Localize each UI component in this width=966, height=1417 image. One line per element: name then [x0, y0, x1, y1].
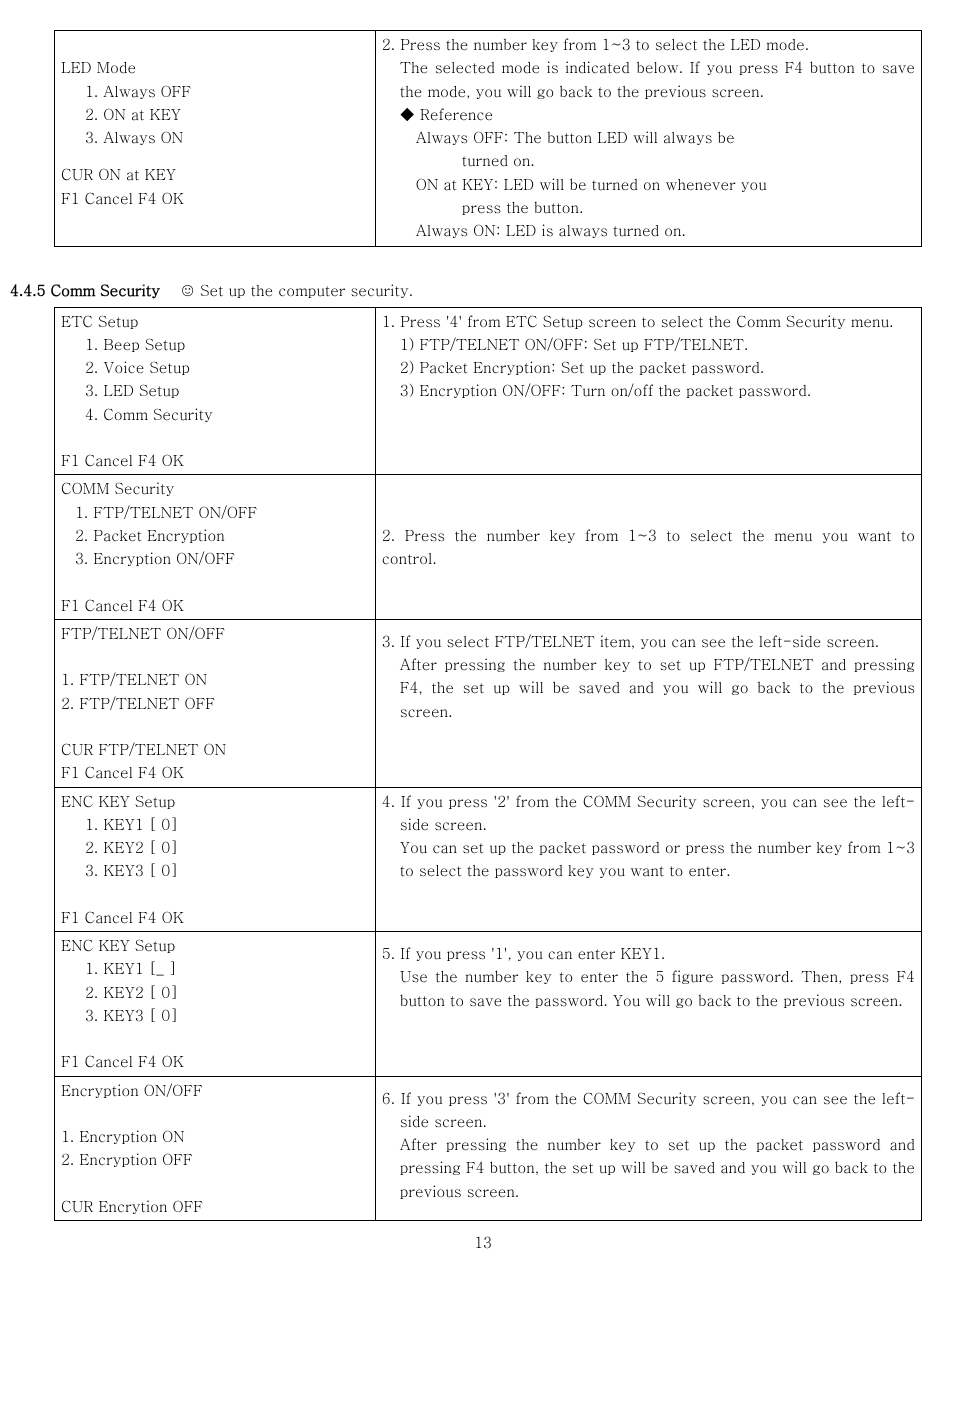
comm-item-3: 3. Encryption ON/OFF: [61, 547, 235, 570]
row-right-2: 3. If you select FTP/TELNET item, you ca…: [375, 619, 921, 787]
encryption-item-2: 2. Encryption OFF: [61, 1149, 193, 1170]
etc-item-1: 1. Beep Setup: [61, 334, 185, 355]
comm-item-2: 2. Packet Encryption: [61, 524, 225, 547]
enc-title-2: ENC KEY Setup: [61, 934, 369, 957]
reference-2a: ON at KEY: LED will be turned on wheneve…: [382, 173, 915, 196]
led-mode-left: LED Mode 1. Always OFF 2. ON at KEY 3. A…: [55, 31, 376, 247]
ftp-item-2: 2. FTP/TELNET OFF: [61, 693, 215, 714]
step-1-line1: 1. Press '4' from ETC Setup screen to se…: [382, 311, 894, 332]
row-left-4: ENC KEY Setup 1. KEY1 [_ ] 2. KEY2 [ 0] …: [55, 932, 376, 1077]
step-1-sub2: 2) Packet Encryption: Set up the packet …: [382, 356, 915, 379]
enc2-item-3: 3. KEY3 [ 0]: [61, 1005, 178, 1026]
led-mode-right: 2. Press the number key from 1~3 to sele…: [375, 31, 921, 247]
reference-2b: press the button.: [382, 196, 915, 219]
step-1-sub3: 3) Encryption ON/OFF: Turn on/off the pa…: [382, 379, 915, 402]
comm-sec-title: COMM Security: [61, 477, 369, 500]
encryption-cur: CUR Encrytion OFF: [61, 1196, 203, 1217]
reference-3: Always ON: LED is always turned on.: [382, 219, 915, 242]
ftp-title: FTP/TELNET ON/OFF: [61, 622, 369, 645]
screen-title: LED Mode: [61, 56, 369, 79]
row-left-2: FTP/TELNET ON/OFF 1. FTP/TELNET ON 2. FT…: [55, 619, 376, 787]
enc2-item-2: 2. KEY2 [ 0]: [61, 982, 178, 1003]
section-desc: Set up the computer security.: [195, 280, 413, 301]
enc1-footer: F1 Cancel F4 OK: [61, 906, 369, 929]
row-right-4: 5. If you press '1', you can enter KEY1.…: [375, 932, 921, 1077]
encryption-title: Encryption ON/OFF: [61, 1079, 369, 1102]
step-5-line1: 5. If you press '1', you can enter KEY1.: [382, 943, 666, 964]
step-2-text: 2. Press the number key from 1~3 to sele…: [382, 525, 915, 569]
etc-setup-title: ETC Setup: [61, 310, 369, 333]
etc-footer: F1 Cancel F4 OK: [61, 449, 369, 472]
row-right-1: 2. Press the number key from 1~3 to sele…: [375, 475, 921, 620]
row-right-3: 4. If you press '2' from the COMM Securi…: [375, 787, 921, 932]
step-4-line2: You can set up the packet password or pr…: [382, 836, 915, 883]
led-mode-item-1: 1. Always OFF: [61, 81, 191, 102]
encryption-item-1: 1. Encryption ON: [61, 1126, 185, 1147]
row-left-3: ENC KEY Setup 1. KEY1 [ 0] 2. KEY2 [ 0] …: [55, 787, 376, 932]
etc-item-2: 2. Voice Setup: [61, 357, 190, 378]
row-left-0: ETC Setup 1. Beep Setup 2. Voice Setup 3…: [55, 307, 376, 475]
comm-footer: F1 Cancel F4 OK: [61, 594, 369, 617]
led-mode-cur: CUR ON at KEY: [61, 163, 369, 186]
row-right-5: 6. If you press '3' from the COMM Securi…: [375, 1076, 921, 1221]
ftp-item-1: 1. FTP/TELNET ON: [61, 669, 207, 690]
step-1-sub1: 1) FTP/TELNET ON/OFF: Set up FTP/TELNET.: [382, 333, 915, 356]
step-6-line2: After pressing the number key to set up …: [382, 1133, 915, 1203]
section-title: Comm Security: [51, 280, 161, 301]
step-6-line1: 6. If you press '3' from the COMM Securi…: [382, 1087, 915, 1134]
step-3-line1: 3. If you select FTP/TELNET item, you ca…: [382, 630, 915, 653]
enc-title-1: ENC KEY Setup: [61, 790, 369, 813]
row-left-5: Encryption ON/OFF 1. Encryption ON 2. En…: [55, 1076, 376, 1221]
section-heading: 4.4.5 Comm Security ☺ Set up the compute…: [10, 279, 922, 302]
led-mode-footer: F1 Cancel F4 OK: [61, 187, 369, 210]
enc1-item-2: 2. KEY2 [ 0]: [61, 837, 178, 858]
step-4-line1: 4. If you press '2' from the COMM Securi…: [382, 790, 915, 837]
etc-item-3: 3. LED Setup: [61, 380, 180, 401]
section-number: 4.4.5: [10, 280, 46, 301]
step-5-line2: Use the number key to enter the 5 figure…: [382, 965, 915, 1012]
led-mode-desc-2: The selected mode is indicated below. If…: [382, 56, 915, 103]
reference-1a: Always OFF: The button LED will always b…: [382, 126, 915, 149]
row-right-0: 1. Press '4' from ETC Setup screen to se…: [375, 307, 921, 475]
row-left-1: COMM Security 1. FTP/TELNET ON/OFF 2. Pa…: [55, 475, 376, 620]
led-mode-table: LED Mode 1. Always OFF 2. ON at KEY 3. A…: [54, 30, 922, 247]
reference-heading: ◆ Reference: [382, 103, 915, 126]
comm-item-1: 1. FTP/TELNET ON/OFF: [61, 501, 257, 524]
enc1-item-1: 1. KEY1 [ 0]: [61, 814, 178, 835]
step-3-line2: After pressing the number key to set up …: [382, 653, 915, 723]
ftp-footer: F1 Cancel F4 OK: [61, 761, 369, 784]
etc-item-4: 4. Comm Security: [61, 404, 213, 425]
led-mode-desc-1: 2. Press the number key from 1~3 to sele…: [382, 34, 809, 55]
enc2-item-1: 1. KEY1 [_ ]: [61, 958, 176, 979]
comm-security-table: ETC Setup 1. Beep Setup 2. Voice Setup 3…: [54, 307, 922, 1222]
enc1-item-3: 3. KEY3 [ 0]: [61, 860, 178, 881]
ftp-cur: CUR FTP/TELNET ON: [61, 739, 226, 760]
led-mode-item-2: 2. ON at KEY: [61, 104, 181, 125]
reference-1b: turned on.: [382, 149, 915, 172]
led-mode-item-3: 3. Always ON: [61, 127, 183, 148]
enc2-footer: F1 Cancel F4 OK: [61, 1050, 369, 1073]
page-number: 13: [44, 1231, 922, 1254]
smiley-icon: ☺: [180, 280, 195, 301]
